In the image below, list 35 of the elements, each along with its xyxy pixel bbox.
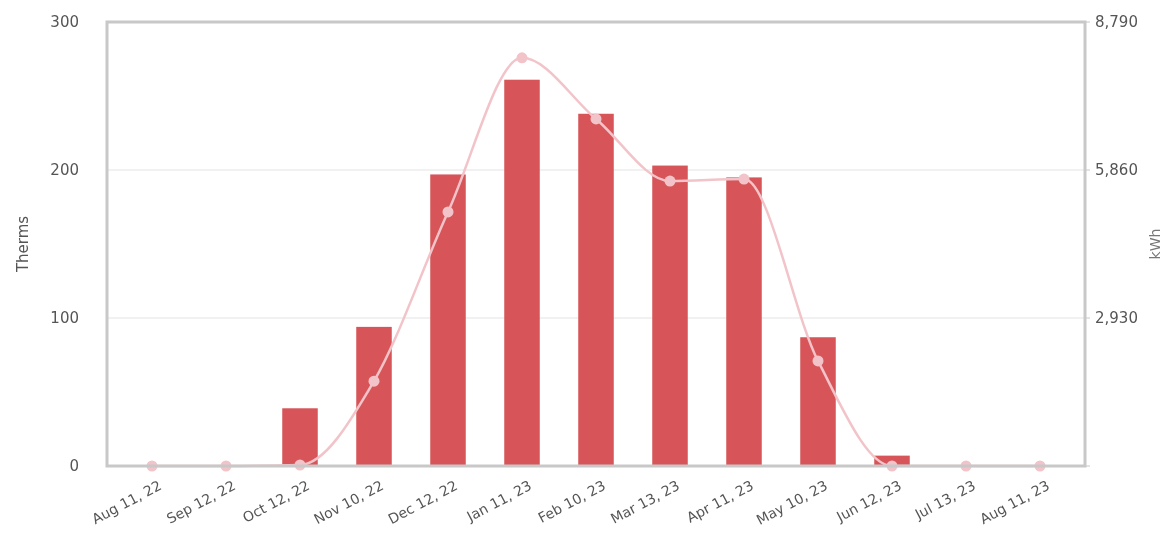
bar	[578, 113, 614, 466]
y2-axis-title: kWh	[1147, 228, 1163, 260]
bar	[430, 174, 466, 466]
point	[442, 206, 454, 218]
y2-tick-label: 2,930	[1095, 309, 1138, 328]
bar	[726, 177, 762, 466]
y-tick-label: 100	[50, 309, 79, 328]
y2-tick-label: 8,790	[1095, 13, 1138, 32]
point	[590, 113, 602, 125]
x-tick-label: Aug 11, 23	[977, 477, 1053, 528]
y2-tick-label: 5,860	[1095, 161, 1138, 180]
x-tick-label: Nov 10, 22	[311, 477, 387, 528]
bar	[356, 326, 392, 466]
x-tick-label: Dec 12, 22	[385, 477, 461, 528]
y-tick-label: 0	[69, 457, 79, 476]
point	[516, 52, 528, 64]
x-tick-label: Mar 13, 23	[607, 477, 683, 527]
bar	[800, 337, 836, 466]
point	[368, 375, 380, 387]
x-tick-label: Feb 10, 23	[535, 477, 609, 526]
point	[812, 355, 824, 367]
point	[738, 173, 750, 185]
x-tick-label: Jan 11, 23	[463, 477, 535, 525]
bar	[652, 165, 688, 466]
y-tick-label: 300	[50, 13, 79, 32]
y-axis-title: Therms	[14, 215, 32, 274]
x-tick-label: Oct 12, 22	[239, 477, 313, 526]
bar	[504, 79, 540, 466]
bar	[282, 408, 318, 466]
y-tick-label: 200	[50, 161, 79, 180]
x-tick-label: Jun 12, 23	[833, 477, 905, 526]
x-tick-label: Jul 13, 23	[911, 477, 979, 523]
point	[664, 175, 676, 187]
x-tick-label: Sep 12, 22	[163, 477, 239, 527]
x-tick-label: Aug 11, 22	[89, 477, 165, 528]
